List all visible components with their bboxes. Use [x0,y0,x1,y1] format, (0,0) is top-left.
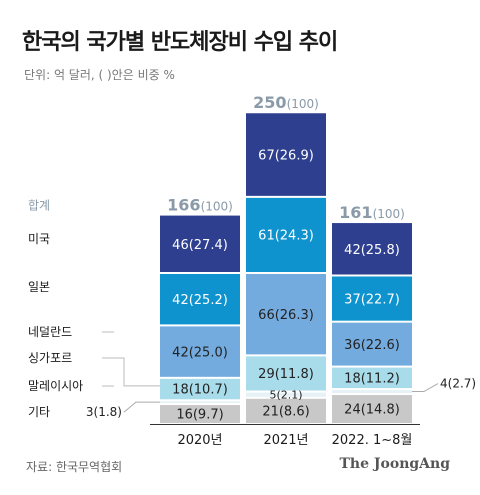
bar-기타-0 [160,405,240,423]
unit-note: 단위: 억 달러, ( )안은 비중 % [24,68,175,82]
segment-label-미국-2: 42(25.8) [344,243,400,258]
legend-total-label: 합계 [28,199,50,213]
bar-일본-0 [160,273,240,325]
segment-label-말레이시아-0: 3(1.8) [86,405,122,419]
segment-label-싱가포르-1: 29(11.8) [258,367,314,382]
bar-네덜란드-1 [246,273,326,355]
category-label-0: 2020년 [177,433,222,448]
legend-label-일본: 일본 [28,280,50,294]
legend-label-말레이시아: 말레이시아 [28,379,83,393]
segment-label-싱가포르-0: 18(10.7) [172,383,228,398]
segment-label-네덜란드-0: 42(25.0) [172,345,228,360]
leader-line-2 [412,383,439,393]
bar-말레이시아-1 [246,392,326,397]
bar-네덜란드-2 [332,322,412,366]
chart-title: 한국의 국가별 반도체장비 수입 추이 [22,30,338,55]
bar-기타-1 [246,398,326,423]
bar-네덜란드-0 [160,326,240,377]
segment-label-일본-0: 42(25.2) [172,293,228,308]
brand-logo: The JoongAng [339,456,450,472]
legend-connector-line-싱가포르 [114,357,160,387]
bar-기타-2 [332,395,412,423]
segment-label-네덜란드-2: 36(22.6) [344,338,400,353]
leader-line-0 [123,401,160,413]
segment-label-기타-0: 16(9.7) [176,408,223,423]
legend-label-기타: 기타 [28,405,50,419]
segment-label-기타-2: 24(14.8) [344,403,400,418]
bar-일본-1 [246,197,326,272]
legend-label-싱가포르: 싱가포르 [28,351,72,365]
bar-싱가포르-1 [246,356,326,391]
bar-미국-0 [160,215,240,272]
bar-미국-2 [332,223,412,275]
segment-label-미국-0: 46(27.4) [172,238,228,253]
bar-싱가포르-2 [332,367,412,389]
bar-말레이시아-2 [332,390,412,394]
segment-label-네덜란드-1: 66(26.3) [258,308,314,323]
category-label-1: 2021년 [263,433,308,448]
bar-말레이시아-0 [160,401,240,404]
legend-label-미국: 미국 [28,232,50,246]
segment-label-말레이시아-1: 5(2.1) [269,389,302,402]
source-note: 자료: 한국무역협회 [26,460,123,474]
segment-label-말레이시아-2: 4(2.7) [440,377,476,391]
bar-일본-2 [332,276,412,321]
total-label-1: 250(100) [253,93,319,112]
total-label-2: 161(100) [339,203,405,222]
segment-label-일본-2: 37(22.7) [344,292,400,307]
total-label-0: 166(100) [167,196,233,215]
segment-label-일본-1: 61(24.3) [258,229,314,244]
bar-싱가포르-0 [160,378,240,400]
category-label-2: 2022. 1~8월 [332,433,413,448]
segment-label-싱가포르-2: 18(11.2) [344,372,400,387]
legend-label-네덜란드: 네덜란드 [28,325,72,339]
segment-label-미국-1: 67(26.9) [258,149,314,164]
bar-미국-1 [246,113,326,196]
segment-label-기타-1: 21(8.6) [262,405,309,420]
